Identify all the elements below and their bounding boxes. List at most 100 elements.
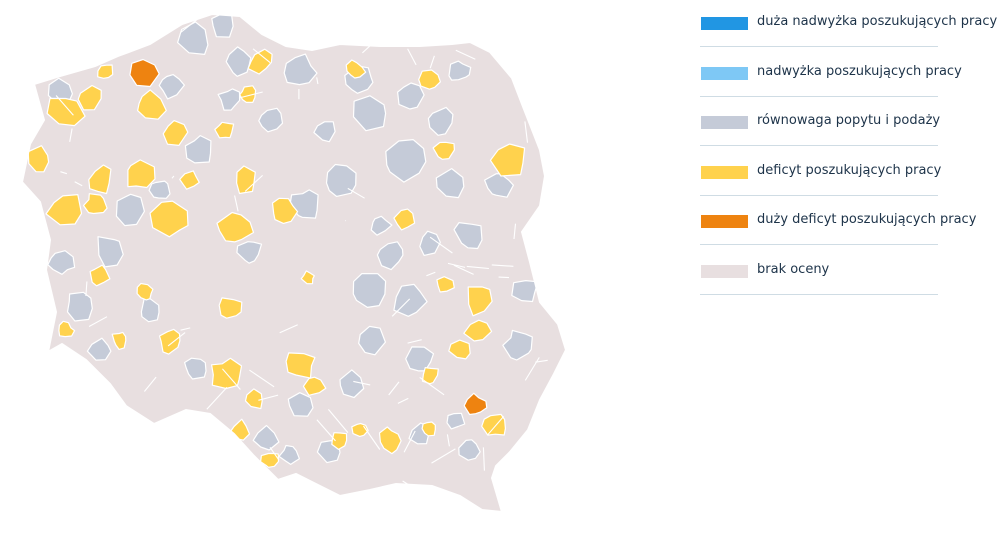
region-deficyt	[214, 121, 235, 139]
county-boundary	[327, 409, 349, 433]
region-deficyt	[27, 145, 50, 173]
region-deficyt	[448, 339, 471, 360]
region-rownowaga	[287, 392, 314, 417]
county-boundary	[391, 298, 411, 317]
county-boundary	[397, 397, 409, 404]
county-boundary	[446, 434, 450, 447]
county-boundary	[121, 432, 140, 448]
county-boundary	[239, 91, 263, 99]
legend-divider	[700, 244, 938, 245]
legend-divider	[700, 95, 938, 97]
legend-label: nadwyżka poszukujących pracy	[757, 63, 962, 79]
legend-swatch	[701, 264, 748, 278]
legend-divider	[700, 46, 938, 47]
region-rownowaga	[358, 325, 386, 356]
legend-swatch	[701, 116, 748, 129]
region-deficyt	[127, 159, 156, 189]
legend-divider	[700, 194, 938, 196]
country-outline	[22, 14, 566, 512]
region-deficyt	[331, 432, 348, 450]
region-rownowaga	[446, 412, 466, 430]
country-border	[20, 12, 568, 514]
legend-label: duża nadwyżka poszukujących pracy	[757, 14, 998, 29]
legend-item-brak-oceny: brak oceny	[700, 258, 1000, 308]
region-deficyt	[158, 328, 181, 355]
region-rownowaga	[352, 273, 387, 308]
region-deficyt	[421, 367, 439, 385]
region-rownowaga	[427, 106, 454, 136]
region-rownowaga	[385, 139, 427, 183]
legend-label: duży deficyt poszukujących pracy	[757, 212, 977, 227]
legend-item-rownowaga: równowaga popytu i podaży	[700, 109, 1000, 159]
region-deficyt	[45, 194, 83, 226]
county-boundary	[347, 187, 365, 199]
county-boundary	[234, 195, 239, 212]
region-rownowaga	[177, 21, 209, 55]
county-boundary	[85, 281, 88, 297]
region-rownowaga	[184, 357, 207, 380]
region-duzy-deficyt	[463, 392, 488, 416]
region-rownowaga	[325, 163, 357, 197]
region-rownowaga	[458, 439, 481, 461]
county-boundary	[524, 121, 529, 143]
region-deficyt	[393, 208, 416, 231]
choropleth-map	[20, 12, 568, 514]
legend-item-nadwyzka: nadwyżka poszukujących pracy	[700, 60, 1000, 110]
county-boundary	[498, 276, 510, 279]
region-rownowaga	[278, 444, 300, 465]
region-deficyt	[149, 200, 189, 238]
county-boundary	[55, 95, 74, 116]
region-rownowaga	[448, 60, 472, 81]
legend-item-deficyt: deficyt poszukujących pracy	[700, 159, 1000, 209]
county-boundary	[180, 19, 198, 33]
region-rownowaga	[217, 88, 241, 111]
county-boundary	[279, 324, 298, 334]
legend-divider	[700, 293, 938, 295]
region-deficyt	[345, 59, 367, 79]
county-boundary	[207, 429, 226, 435]
region-deficyt	[46, 97, 86, 127]
region-deficyt	[421, 421, 436, 437]
region-deficyt	[302, 376, 327, 396]
county-boundary	[487, 416, 505, 436]
county-boundary	[22, 432, 36, 438]
county-boundary	[429, 55, 435, 69]
county-boundary	[316, 77, 319, 85]
county-boundary	[316, 419, 336, 442]
county-boundary	[533, 438, 538, 445]
county-boundary	[429, 236, 453, 254]
region-rownowaga	[252, 424, 280, 451]
legend-swatch	[701, 66, 748, 80]
county-boundary	[431, 448, 456, 464]
county-boundary	[60, 171, 68, 175]
region-rownowaga	[97, 236, 124, 268]
county-boundary	[249, 369, 275, 388]
county-boundary	[221, 368, 241, 390]
county-boundary	[177, 418, 189, 435]
legend-item-duzy-deficyt: duży deficyt poszukujących pracy	[700, 208, 1000, 258]
legend-swatch	[701, 165, 748, 179]
county-boundary	[143, 376, 157, 392]
region-rownowaga	[397, 82, 425, 110]
county-boundary	[542, 454, 545, 471]
region-deficyt	[111, 331, 127, 350]
region-deficyt	[300, 270, 315, 285]
county-boundary	[88, 316, 108, 327]
region-rownowaga	[66, 291, 93, 322]
region-rownowaga	[352, 95, 387, 132]
region-rownowaga	[258, 107, 284, 133]
county-boundary	[206, 386, 228, 410]
region-deficyt	[216, 211, 255, 243]
region-deficyt	[179, 170, 200, 190]
legend-label: deficyt poszukujących pracy	[757, 162, 942, 178]
region-rownowaga	[184, 135, 212, 164]
region-deficyt	[162, 120, 189, 146]
map-legend: duża nadwyżka poszukujących pracy nadwyż…	[700, 10, 1000, 307]
region-rownowaga	[140, 298, 160, 323]
region-deficyt	[88, 164, 112, 195]
legend-divider	[700, 145, 938, 146]
legend-label: równowaga popytu i podaży	[757, 113, 941, 128]
county-boundary	[269, 446, 280, 461]
region-deficyt	[260, 452, 280, 468]
region-rownowaga	[313, 121, 336, 143]
